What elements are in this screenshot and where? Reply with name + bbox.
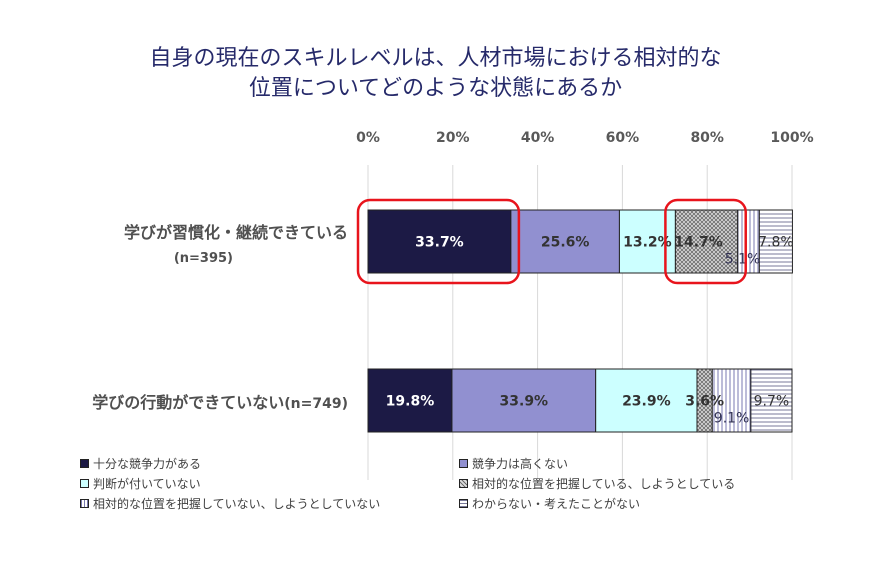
chart-title: 自身の現在のスキルレベルは、人材市場における相対的な 位置についてどのような状態… (0, 44, 871, 104)
data-label-0-3: 14.7% (674, 235, 723, 251)
bar-1-4 (711, 368, 752, 433)
data-label-0-4: 5.1% (725, 252, 761, 268)
highlight-layer (356, 198, 747, 285)
data-label-0-5: 7.8% (758, 235, 794, 251)
category-label-0: 学びが習慣化・継続できている (n=395) (20, 219, 348, 266)
highlight-box-1 (664, 198, 747, 285)
bar-1-1 (451, 368, 597, 433)
data-label-1-1: 33.9% (500, 394, 549, 410)
category-label-0-name: 学びが習慣化・継続できている (123, 223, 348, 242)
x-tick-label-5: 100% (770, 130, 813, 146)
bars-layer (367, 209, 793, 433)
data-label-0-0: 33.7% (415, 235, 464, 251)
x-tick-label-0: 0% (356, 130, 380, 146)
data-label-1-2: 23.9% (622, 394, 671, 410)
data-label-0-2: 13.2% (623, 235, 672, 251)
chart-title-line-1: 自身の現在のスキルレベルは、人材市場における相対的な (149, 46, 722, 71)
data-label-0-1: 25.6% (541, 235, 590, 251)
bar-0-0 (367, 209, 512, 274)
category-label-1: 学びの行動ができていない (n=749) (0, 389, 348, 413)
bar-1-5 (750, 368, 793, 433)
x-tick-label-4: 80% (690, 130, 724, 146)
bar-1-2 (595, 368, 698, 433)
x-tick-label-2: 40% (521, 130, 555, 146)
data-label-1-3: 3.6% (685, 394, 724, 410)
data-label-1-4: 9.1% (714, 411, 750, 427)
data-label-1-0: 19.8% (386, 394, 435, 410)
x-axis-ticks: 0% 20% 40% 60% 80% 100% (356, 130, 814, 146)
bar-0-3 (674, 209, 739, 274)
bar-0-5 (758, 209, 793, 274)
category-label-1-n: (n=749) (284, 396, 348, 412)
data-labels-layer: 33.7% 25.6% 13.2% 14.7%5.1%7.8% 19.8% 33.9% 23… (386, 235, 794, 427)
category-label-1-name: 学びの行動ができていない (92, 393, 285, 412)
highlight-box-0 (356, 198, 521, 285)
data-label-1-5: 9.7% (754, 394, 790, 410)
x-tick-label-1: 20% (436, 130, 470, 146)
chart-title-line-2: 位置についてどのような状態にあるか (248, 76, 623, 101)
category-label-0-n: (n=395) (173, 251, 233, 266)
bar-0-1 (510, 209, 620, 274)
x-tick-label-3: 60% (606, 130, 640, 146)
